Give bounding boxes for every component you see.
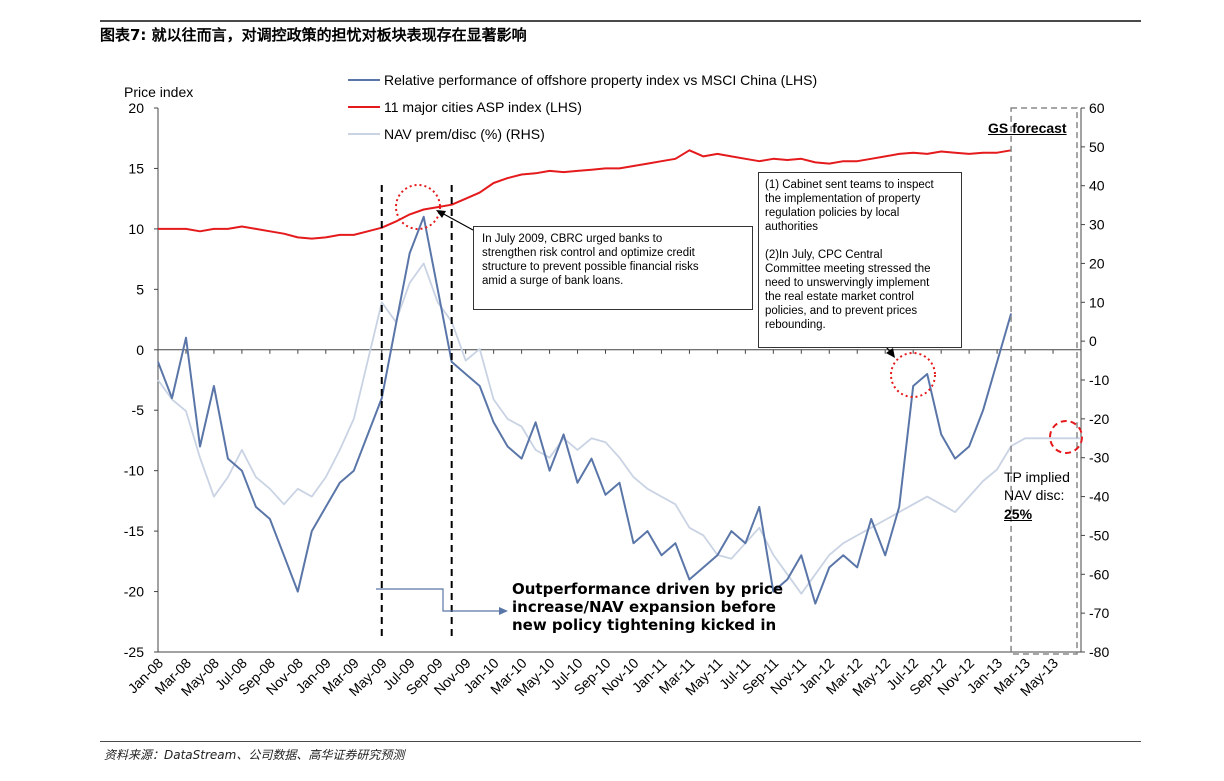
legend-label-nav: NAV prem/disc (%) (RHS) xyxy=(384,126,545,142)
annotation-cabinet-box: (1) Cabinet sent teams to inspect the im… xyxy=(758,172,962,348)
y-axis-left-title: Price index xyxy=(124,84,194,100)
forecast-region-box xyxy=(1010,107,1078,655)
arrow-head-cabinet xyxy=(886,348,895,358)
y-right-tick-label: -70 xyxy=(1089,605,1109,621)
annotation-cabinet-text-2: (2)In July, CPC Central Committee meetin… xyxy=(765,249,931,331)
y-right-tick-label: -30 xyxy=(1089,450,1109,466)
y-right-tick-label: -60 xyxy=(1089,566,1109,582)
y-left-tick-label: 15 xyxy=(128,160,144,176)
annotation-cabinet-text-1: (1) Cabinet sent teams to inspect the im… xyxy=(765,179,934,233)
y-right-tick-label: 10 xyxy=(1089,294,1105,310)
highlight-circle-2009 xyxy=(395,184,441,230)
top-rule xyxy=(100,20,1141,22)
annotation-cbrc-text: In July 2009, CBRC urged banks to streng… xyxy=(482,233,699,287)
y-right-tick-label: 40 xyxy=(1089,178,1105,194)
forecast-label: GS forecast xyxy=(988,120,1067,136)
arrow-line-cbrc xyxy=(439,211,474,231)
highlight-circle-2012 xyxy=(890,352,936,398)
y-left-tick-label: -20 xyxy=(124,584,144,600)
y-left-tick-label: -15 xyxy=(124,523,144,539)
tp-implied-value: 25% xyxy=(1004,506,1033,522)
y-right-tick-label: -20 xyxy=(1089,411,1109,427)
y-left-tick-label: 0 xyxy=(136,342,144,358)
y-left-tick-label: -10 xyxy=(124,463,144,479)
legend-label-asp: 11 major cities ASP index (LHS) xyxy=(384,99,582,115)
y-right-tick-label: -10 xyxy=(1089,372,1109,388)
y-right-tick-label: 20 xyxy=(1089,255,1105,271)
series-line-relative xyxy=(157,215,1013,605)
y-left-tick-label: -25 xyxy=(124,644,144,660)
annotation-cbrc-box: In July 2009, CBRC urged banks to streng… xyxy=(473,226,753,310)
y-left-tick-label: -5 xyxy=(132,402,145,418)
y-left-tick-label: 10 xyxy=(128,221,144,237)
y-right-tick-label: -50 xyxy=(1089,527,1109,543)
highlight-circle-target xyxy=(1049,420,1083,454)
y-left-tick-label: 20 xyxy=(128,100,144,116)
legend-label-relative: Relative performance of offshore propert… xyxy=(384,72,817,88)
connector-head-outperformance xyxy=(499,607,508,615)
chart-legend: Relative performance of offshore propert… xyxy=(348,72,817,142)
y-right-tick-label: -40 xyxy=(1089,489,1109,505)
annotation-outperformance: Outperformance driven by price increase/… xyxy=(512,580,784,634)
y-right-tick-label: -80 xyxy=(1089,644,1109,660)
series-line-asp xyxy=(158,149,1012,240)
y-right-tick-label: 60 xyxy=(1089,100,1105,116)
figure-title: 图表7: 就以往而言，对调控政策的担忧对板块表现存在显著影响 xyxy=(100,26,527,44)
series-layer xyxy=(157,149,1081,605)
y-right-tick-label: 30 xyxy=(1089,217,1105,233)
connector-outperformance xyxy=(376,588,505,612)
y-right-tick-label: 50 xyxy=(1089,139,1105,155)
arrow-head-cbrc xyxy=(436,210,446,218)
y-right-tick-label: 0 xyxy=(1089,333,1097,349)
tp-implied-label: TP implied NAV disc: xyxy=(1004,469,1070,503)
y-left-tick-label: 5 xyxy=(136,281,144,297)
bottom-rule xyxy=(100,741,1141,742)
source-note: 资料来源：DataStream、公司数据、高华证券研究预测 xyxy=(104,748,405,762)
series-line-nav xyxy=(157,262,1081,595)
